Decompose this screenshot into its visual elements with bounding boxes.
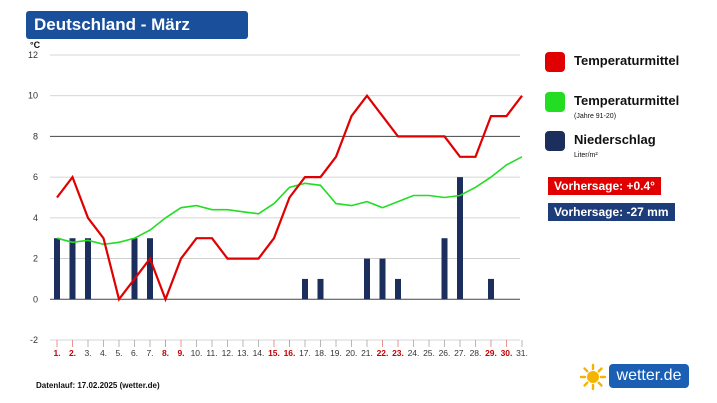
precip-bar bbox=[379, 258, 386, 300]
x-tick-label: 12. bbox=[222, 348, 234, 358]
data-run-footnote: Datenlauf: 17.02.2025 (wetter.de) bbox=[36, 381, 160, 390]
precip-bar bbox=[54, 238, 60, 300]
x-tick-label: 27. bbox=[454, 348, 466, 358]
x-tick-label: 16. bbox=[284, 348, 296, 358]
x-tick-label: 8. bbox=[162, 348, 169, 358]
precip-bars bbox=[54, 177, 494, 300]
y-tick-label: 10 bbox=[28, 91, 38, 101]
y-tick-label: 8 bbox=[33, 131, 38, 141]
precip-bar bbox=[457, 177, 463, 300]
x-tick-label: 26. bbox=[439, 348, 451, 358]
chart-title: Deutschland - März bbox=[26, 11, 248, 39]
x-tick-label: 30. bbox=[501, 348, 513, 358]
x-tick-label: 29. bbox=[485, 348, 497, 358]
legend-precip-label: Niederschlag bbox=[574, 132, 656, 147]
x-tick-label: 11. bbox=[206, 348, 217, 358]
logo-text: wetter.de bbox=[609, 364, 689, 388]
forecast-precip-badge: Vorhersage: -27 mm bbox=[548, 203, 675, 221]
sun-icon bbox=[579, 363, 607, 391]
legend-precip-swatch bbox=[545, 131, 565, 151]
x-tick-label: 21. bbox=[361, 348, 373, 358]
y-axis: -2 0 2 4 6 8 10 12 bbox=[28, 50, 38, 345]
precip-bar bbox=[317, 278, 324, 300]
x-tick-label: 15. bbox=[268, 348, 280, 358]
legend-clim-sub: (Jahre 91-20) bbox=[574, 113, 617, 120]
x-tick-label: 19. bbox=[330, 348, 342, 358]
x-tick-label: 6. bbox=[131, 348, 138, 358]
legend-clim-label: Temperaturmittel bbox=[574, 93, 680, 108]
precip-bar bbox=[69, 238, 76, 300]
x-tick-label: 23. bbox=[392, 348, 404, 358]
precip-bar bbox=[395, 278, 401, 300]
x-tick-label: 17. bbox=[299, 348, 311, 358]
y-tick-label: 6 bbox=[33, 172, 38, 182]
x-tick-label: 24. bbox=[408, 348, 420, 358]
legend-temp-swatch bbox=[545, 52, 565, 72]
precip-bar bbox=[302, 278, 308, 300]
precip-bar bbox=[85, 238, 91, 300]
precip-bar bbox=[364, 258, 370, 300]
x-tick-label: 20. bbox=[346, 348, 358, 358]
x-tick-label: 13. bbox=[237, 348, 249, 358]
wetter-logo[interactable]: wetter.de bbox=[578, 363, 690, 391]
x-axis: 1. 2. 3. 4. 5. 6. 7. 8. 9. 10. 11. 12. 13. 14. 15. 16. 1… bbox=[53, 340, 528, 358]
y-unit-label: °C bbox=[30, 40, 41, 50]
precip-bar bbox=[131, 238, 138, 300]
y-tick-label: 12 bbox=[28, 50, 38, 60]
x-tick-label: 10. bbox=[191, 348, 203, 358]
precip-bar bbox=[488, 278, 494, 300]
x-tick-label: 4. bbox=[100, 348, 107, 358]
series-line-clim bbox=[56, 156, 523, 246]
legend-precip-sub: Liter/m² bbox=[574, 152, 598, 159]
x-tick-label: 5. bbox=[115, 348, 122, 358]
y-tick-label: 2 bbox=[33, 254, 38, 264]
x-tick-label: 22. bbox=[377, 348, 389, 358]
x-tick-label: 14. bbox=[253, 348, 265, 358]
x-tick-label: 7. bbox=[146, 348, 153, 358]
legend-clim-swatch bbox=[545, 92, 565, 112]
y-tick-label: -2 bbox=[30, 335, 38, 345]
x-tick-label: 1. bbox=[53, 348, 60, 358]
precip-bar bbox=[147, 238, 153, 300]
series-line-temp bbox=[56, 93, 523, 303]
x-tick-label: 18. bbox=[315, 348, 327, 358]
y-tick-label: 0 bbox=[33, 294, 38, 304]
forecast-temp-badge: Vorhersage: +0.4° bbox=[548, 177, 661, 195]
legend-temp-label: Temperaturmittel bbox=[574, 53, 680, 68]
y-tick-label: 4 bbox=[33, 213, 38, 223]
x-tick-label: 3. bbox=[84, 348, 91, 358]
x-tick-label: 9. bbox=[177, 348, 184, 358]
x-tick-label: 28. bbox=[470, 348, 482, 358]
x-tick-label: 31. bbox=[516, 348, 528, 358]
x-tick-label: 25. bbox=[423, 348, 435, 358]
precip-bar bbox=[441, 238, 448, 300]
x-tick-label: 2. bbox=[69, 348, 76, 358]
